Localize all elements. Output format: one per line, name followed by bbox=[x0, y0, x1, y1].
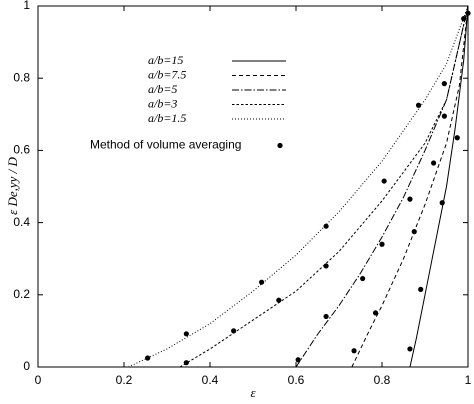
data-point bbox=[454, 135, 460, 141]
legend-label: a/b=3 bbox=[148, 96, 177, 110]
legend-label: a/b=5 bbox=[148, 82, 177, 96]
data-point bbox=[441, 113, 447, 119]
x-tick-label: 0.2 bbox=[116, 373, 133, 387]
y-tick-label: 0 bbox=[23, 359, 30, 373]
y-tick-label: 0.4 bbox=[13, 215, 30, 229]
x-tick-label: 0.6 bbox=[288, 373, 305, 387]
data-point bbox=[183, 331, 189, 337]
data-point bbox=[441, 81, 447, 87]
legend-label: a/b=15 bbox=[148, 53, 183, 67]
data-point bbox=[418, 286, 424, 292]
series-line bbox=[295, 5, 469, 368]
legend-label: a/b=7.5 bbox=[148, 67, 186, 81]
data-point bbox=[183, 360, 189, 366]
data-point bbox=[431, 160, 437, 166]
legend-label: a/b=1.5 bbox=[148, 111, 186, 125]
data-point bbox=[461, 16, 467, 22]
data-point bbox=[323, 313, 329, 320]
data-point bbox=[379, 241, 385, 247]
data-point bbox=[439, 200, 445, 206]
x-tick-label: 0.8 bbox=[374, 373, 391, 387]
legend-marker bbox=[277, 142, 283, 149]
data-point bbox=[407, 196, 413, 202]
data-point bbox=[323, 263, 329, 269]
data-point bbox=[259, 279, 265, 285]
plot-frame bbox=[37, 5, 469, 368]
data-point bbox=[372, 310, 379, 316]
series-line bbox=[409, 5, 469, 368]
legend-label: Method of volume averaging bbox=[90, 138, 241, 152]
y-tick-label: 0.2 bbox=[13, 287, 30, 301]
data-point bbox=[295, 357, 301, 363]
data-point bbox=[276, 297, 282, 303]
data-point bbox=[407, 346, 413, 352]
x-axis-label: ε bbox=[250, 385, 256, 400]
data-point bbox=[415, 102, 422, 108]
x-tick-label: 0 bbox=[35, 373, 42, 387]
data-point bbox=[360, 275, 366, 282]
x-tick-label: 1 bbox=[465, 373, 472, 387]
data-point bbox=[381, 178, 387, 184]
data-point bbox=[323, 223, 329, 229]
series-line bbox=[351, 5, 469, 368]
y-tick-label: 1 bbox=[23, 0, 30, 12]
data-point bbox=[145, 355, 151, 361]
x-tick-label: 0.4 bbox=[202, 373, 219, 387]
data-point bbox=[231, 328, 237, 334]
data-point bbox=[351, 348, 357, 354]
y-tick-label: 0.8 bbox=[13, 70, 30, 84]
y-tick-label: 0.6 bbox=[13, 143, 30, 157]
data-point bbox=[465, 10, 471, 16]
series-line bbox=[179, 5, 469, 368]
data-point bbox=[411, 229, 417, 235]
y-axis-label: ε De,yy / D bbox=[5, 156, 20, 214]
